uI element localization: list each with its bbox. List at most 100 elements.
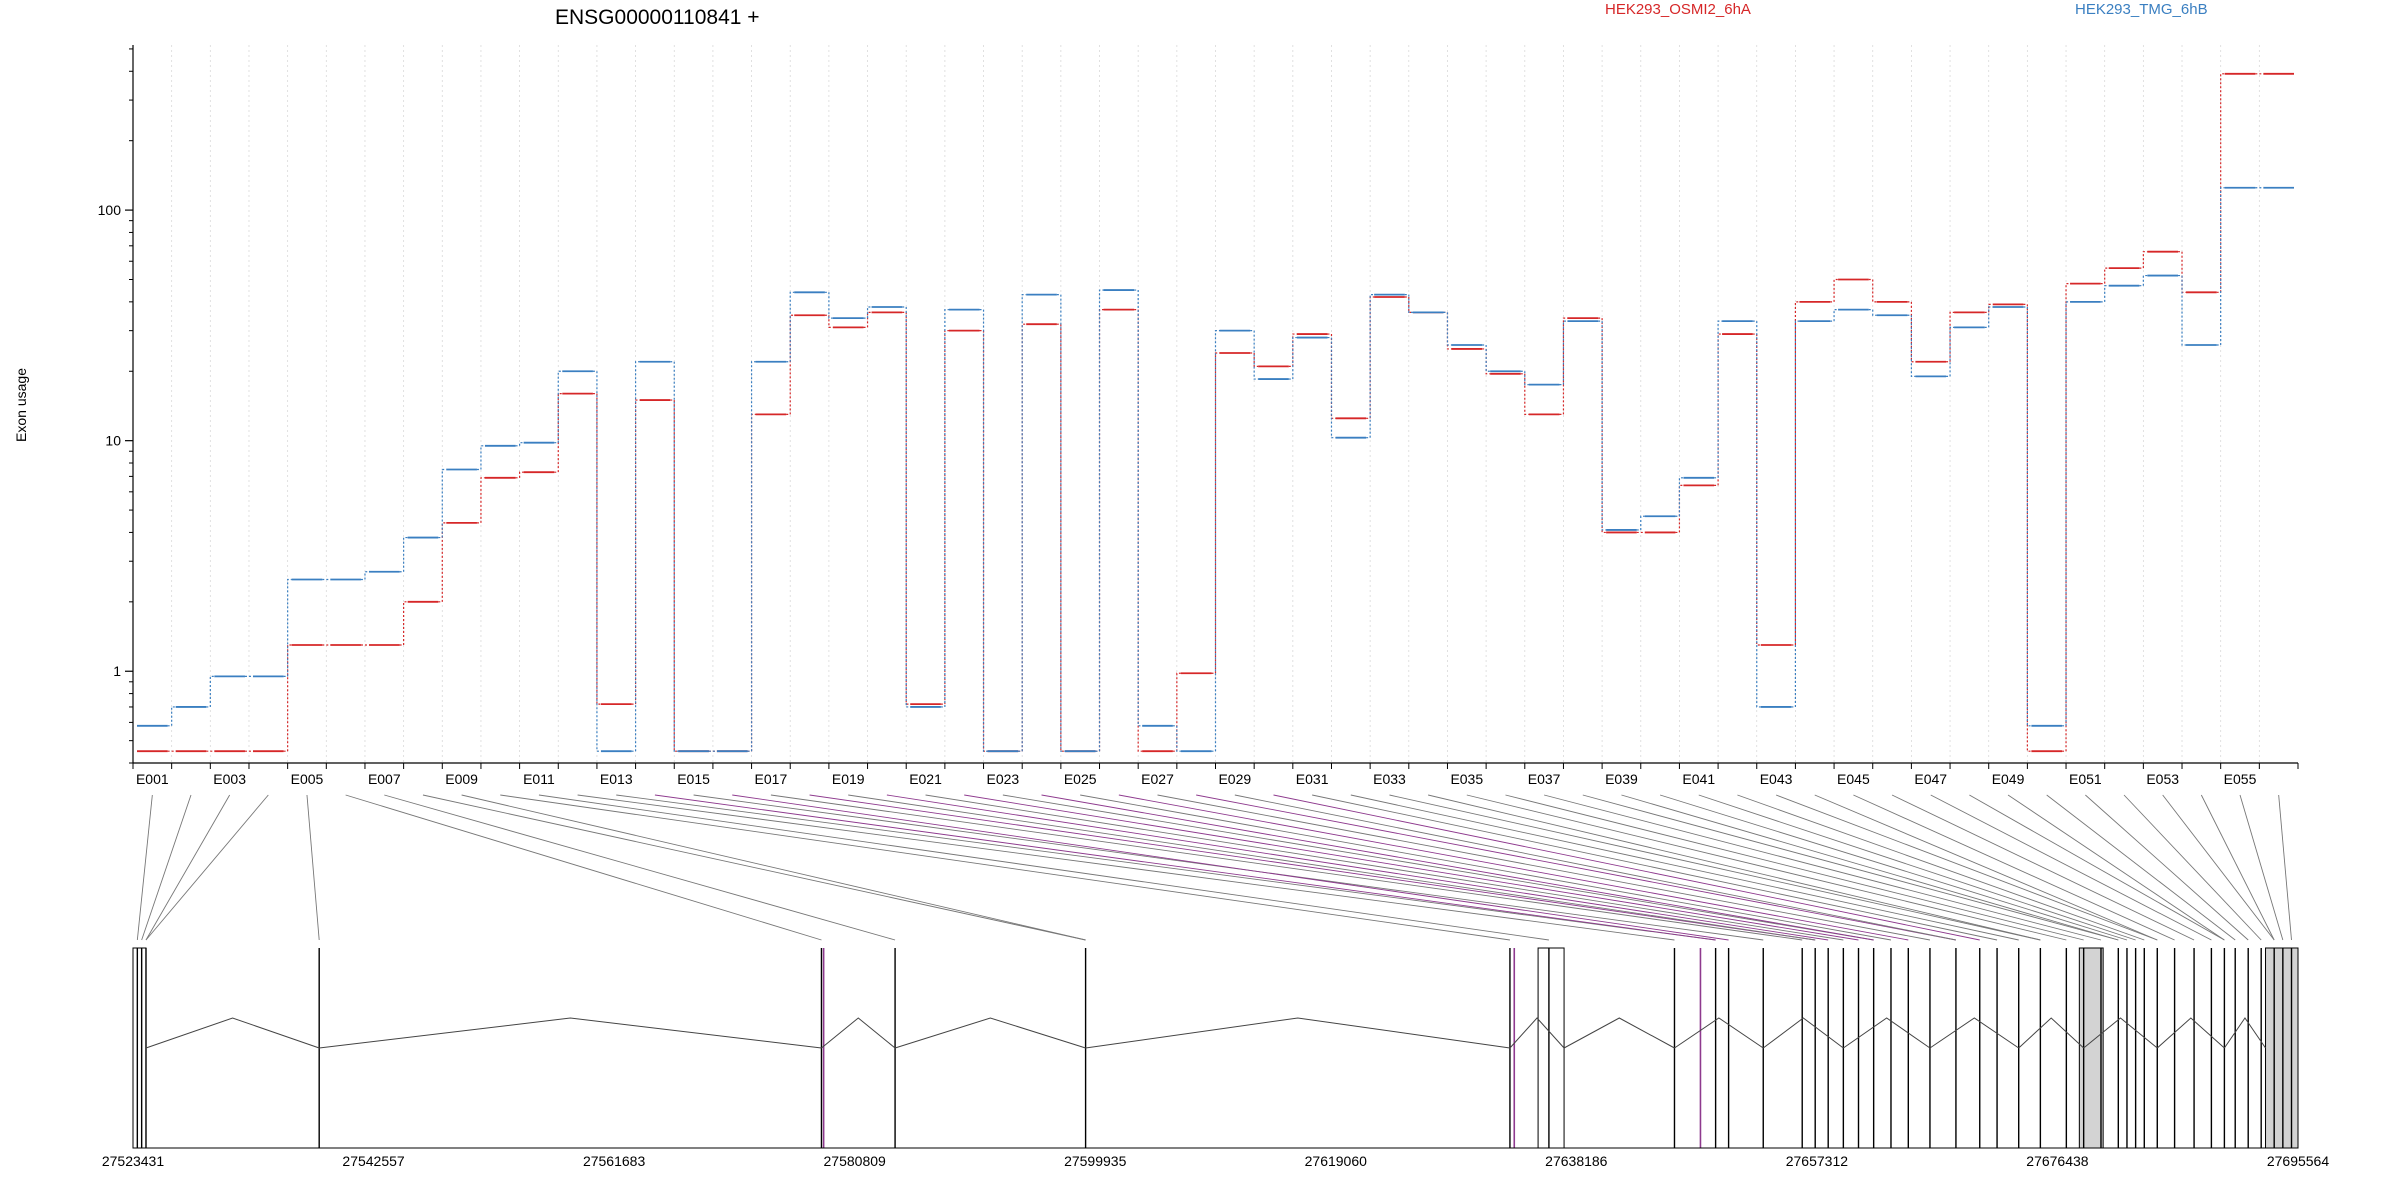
exon-connector [2085,794,2249,941]
exon-connector [886,794,1829,941]
series-connector [2139,274,2148,287]
exon-connector [1466,794,2067,941]
x-tick-label: E047 [1914,771,1947,787]
exon-connector [1080,794,1892,941]
series-connector [2139,251,2148,269]
series-connector [1675,484,1684,534]
exon-connector [141,794,192,941]
series-connector [1018,294,1027,752]
exon-connector [577,794,1675,941]
intron-arc [894,1017,1086,1049]
coordinate-label: 27619060 [1305,1153,1368,1169]
series-connector [1984,303,1993,313]
exon-connector [809,794,1816,941]
series-connector [360,571,369,581]
series-connector [1907,314,1916,377]
series-connector [631,361,640,752]
series-connector [2062,301,2071,727]
intron-arc [1843,1017,1931,1049]
exon-connector [345,794,822,941]
series-connector [1559,320,1568,386]
exon-connector [1157,794,1931,941]
exon-connector [770,794,1803,941]
exon-connector [1621,794,2119,941]
intron-arc [2083,1017,2158,1049]
coordinate-label: 27523431 [102,1153,165,1169]
series-connector [1250,352,1259,367]
chart-title: ENSG00000110841 + [555,6,760,29]
y-tick-label: 100 [98,202,122,218]
exon-connector [1505,794,2084,941]
series-connector [592,370,601,752]
series-connector [1636,515,1645,531]
coordinate-label: 27599935 [1064,1153,1127,1169]
exon-connector [1234,794,1957,941]
series-connector [1868,278,1877,303]
x-tick-label: E015 [677,771,710,787]
series-connector [1327,336,1336,439]
exon-connector [1659,794,2128,941]
exon-block [2078,947,2104,1149]
series-connector [399,536,408,573]
series-connector [670,361,679,752]
series-connector [1714,333,1723,486]
exon-connector [384,794,896,941]
series-connector [940,330,949,705]
legend-series-b: HEK293_TMG_6hB [2075,1,2208,18]
intron-arc [2223,1017,2266,1049]
series-connector [1288,336,1297,380]
series-connector [1868,309,1877,316]
series-connector [515,471,524,479]
exon-connector [1737,794,2145,941]
series-connector [1366,294,1375,439]
series-connector [206,675,215,708]
x-tick-label: E009 [445,771,478,787]
x-tick-label: E029 [1218,771,1251,787]
series-connector [940,309,949,708]
x-tick-label: E025 [1064,771,1097,787]
series-connector [2023,306,2032,727]
intron-arc [1563,1017,1675,1049]
x-tick-label: E055 [2224,771,2257,787]
exon-connector [1273,794,1980,941]
coordinate-label: 27638186 [1545,1153,1608,1169]
x-tick-label: E033 [1373,771,1406,787]
series-connector [592,393,601,705]
exon-connector [1775,794,2158,941]
series-connector [1791,320,1800,708]
series-connector [476,477,485,524]
exon-connector [2123,794,2262,941]
exon-connector [1891,794,2195,941]
y-axis-label: Exon usage [13,368,29,442]
series-connector [554,370,563,444]
exon-connector [1350,794,2019,941]
series-connector [438,468,447,539]
series-connector [1404,294,1413,313]
y-ticks: 1 10 100 [98,48,133,764]
intron-arc [1085,1017,1511,1049]
series-connector [1752,320,1761,708]
exon-connector [136,794,153,941]
series-connector [863,311,872,328]
exon-connector [1698,794,2136,941]
exon-connector [2046,794,2236,941]
x-tick-label: E043 [1760,771,1793,787]
x-tick-label: E039 [1605,771,1638,787]
intron-arc [1674,1017,1764,1049]
exon-connector [964,794,1859,941]
x-tick-label: E051 [2069,771,2102,787]
series-connector [1520,373,1529,415]
coordinate-label: 27561683 [583,1153,646,1169]
x-tick-label: E001 [136,771,169,787]
series-connector [1946,326,1955,377]
series-connector [863,306,872,319]
series-connector [1211,352,1220,674]
exon-connector [2200,794,2275,941]
x-tick-label: E027 [1141,771,1174,787]
series-connector [399,601,408,646]
intron-arc [1509,1017,1565,1049]
series-connector [2178,251,2187,293]
coordinate-label: 27676438 [2026,1153,2089,1169]
exon-connector [145,794,231,941]
